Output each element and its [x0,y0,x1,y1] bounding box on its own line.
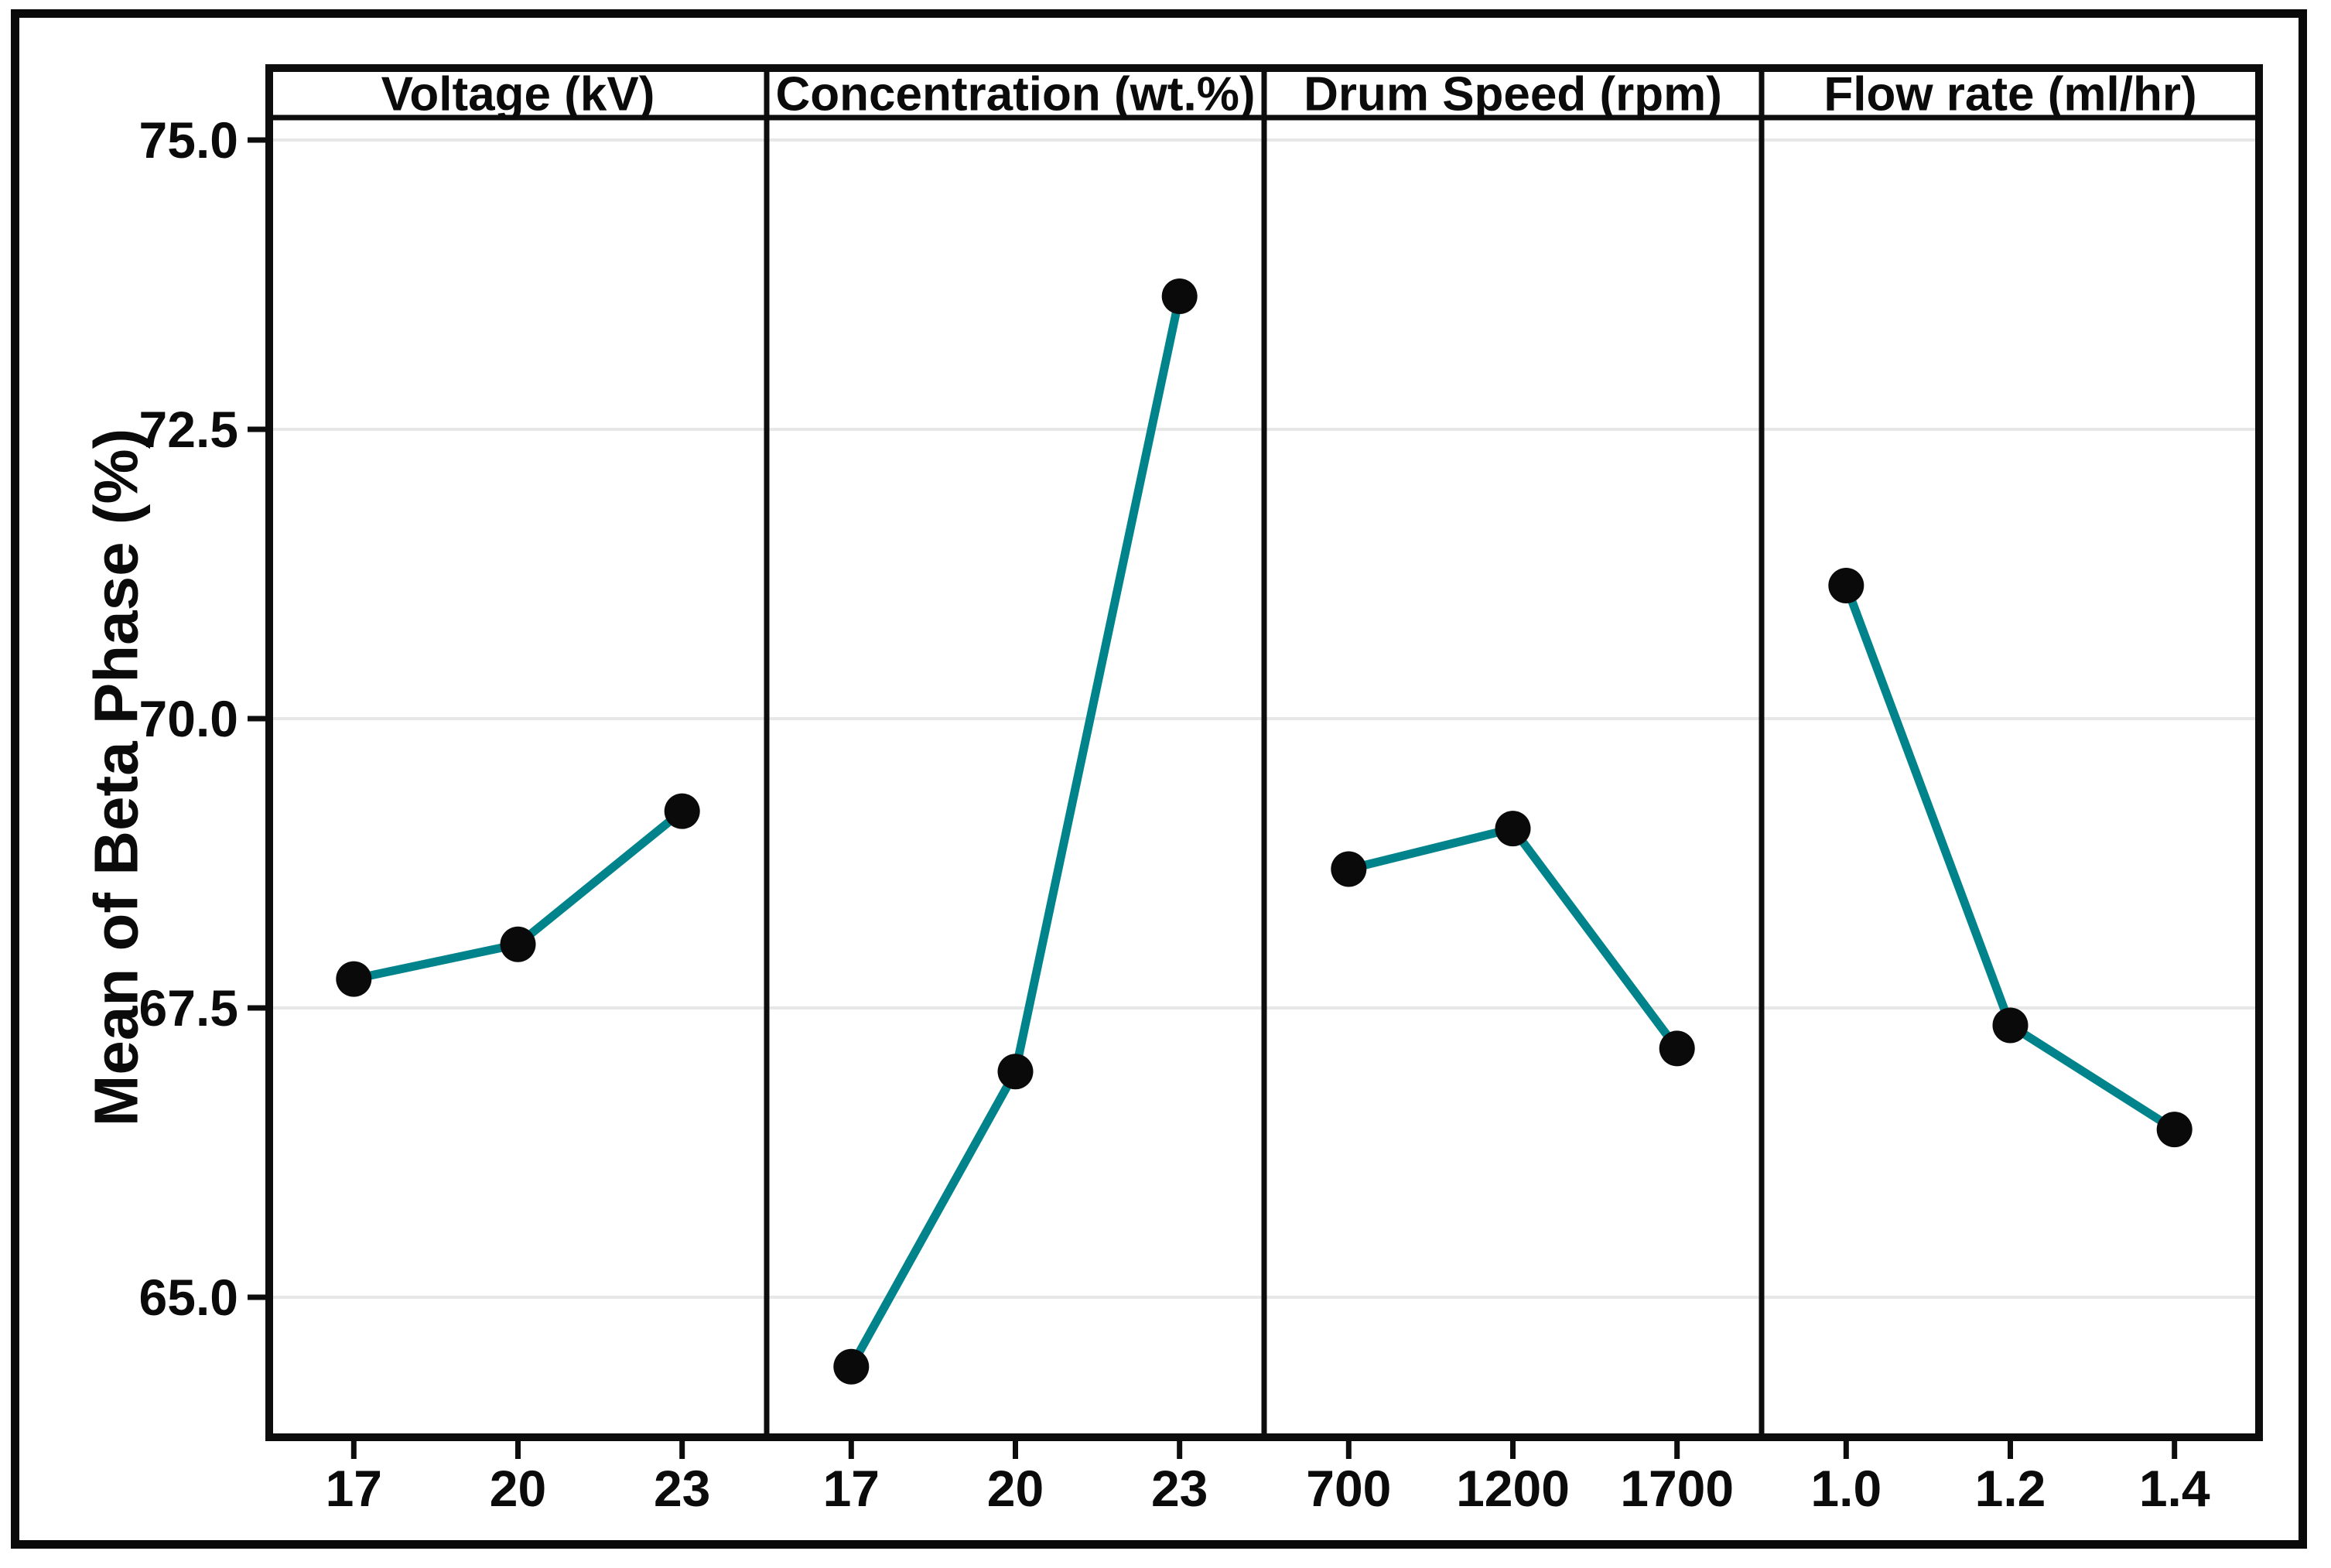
data-point-marker [500,926,536,962]
y-tick-label: 70.0 [139,690,238,747]
plot-frame [265,64,2263,1441]
series-line [1841,581,2179,1134]
y-tick-label: 75.0 [139,111,238,169]
data-point-marker [1495,811,1531,847]
y-tick-label: 65.0 [139,1269,238,1326]
panel-frame-group [265,64,2263,1441]
x-tick-label: 20 [987,1460,1044,1517]
x-tick-label: 1.2 [1975,1460,2046,1517]
data-point-marker [1331,851,1367,887]
data-point-marker [1992,1007,2029,1044]
x-tick-label: 700 [1306,1460,1391,1517]
series-line [846,292,1184,1372]
data-point-marker [997,1054,1034,1090]
y-tick-label: 67.5 [139,979,238,1037]
series-line [1344,824,1682,1053]
panel-header-title: Voltage (kV) [381,68,655,121]
x-tick-label: 23 [654,1460,710,1517]
x-tick-label: 1200 [1456,1460,1570,1517]
panel-header-title: Flow rate (ml/hr) [1823,68,2196,121]
panel-headers-group: Voltage (kV) Concentration (wt.%) Drum Spe… [381,68,2197,121]
panel-header-title: Drum Speed (rpm) [1304,68,1722,121]
y-axis-label: Mean of Beta Phase (%) [82,429,151,1126]
x-tick-label: 17 [326,1460,382,1517]
data-point-marker [1161,278,1198,314]
data-point-marker [664,793,700,829]
figure-border [11,9,2307,1549]
x-tick-label: 1.0 [1810,1460,1882,1517]
data-point-marker [1659,1030,1695,1067]
x-tick-label: 20 [490,1460,546,1517]
y-axis-group: 75.0 72.5 70.0 67.5 65.0 [139,111,269,1326]
data-point-marker [833,1348,870,1385]
data-point-marker [2156,1112,2193,1148]
data-point-marker [1828,567,1864,603]
data-series-group [336,278,2193,1385]
x-tick-label: 1.4 [2139,1460,2210,1517]
y-tick-label: 72.5 [139,401,238,458]
data-point-marker [336,961,372,997]
x-tick-label: 23 [1151,1460,1208,1517]
panel-header-title: Concentration (wt.%) [776,68,1256,121]
x-tick-label: 17 [823,1460,880,1517]
x-axis-group: 17 20 23 17 20 23 700 1200 1700 1.0 1.2 1.4 [326,1437,2210,1517]
x-tick-label: 1700 [1620,1460,1734,1517]
